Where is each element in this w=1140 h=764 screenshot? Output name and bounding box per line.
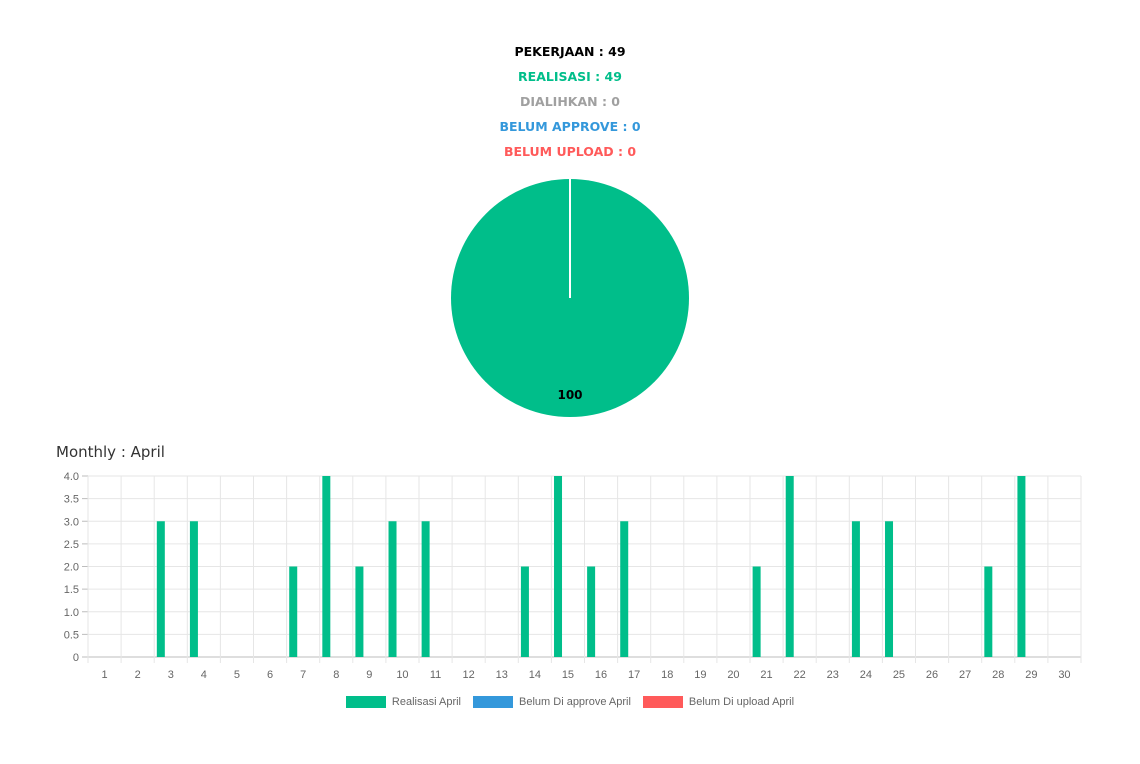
pie-chart: 100 xyxy=(451,179,689,417)
x-tick-label: 30 xyxy=(1058,669,1070,681)
x-tick-label: 16 xyxy=(595,669,607,681)
legend-swatch xyxy=(345,696,386,708)
x-tick-label: 13 xyxy=(496,669,508,681)
bar-realisasi-april-day-21[interactable] xyxy=(752,566,761,658)
x-tick-label: 2 xyxy=(135,669,141,681)
x-tick-label: 10 xyxy=(396,669,408,681)
y-tick-label: 1.0 xyxy=(64,607,79,619)
x-tick-label: 19 xyxy=(694,669,706,681)
bar-realisasi-april-day-9[interactable] xyxy=(355,566,364,658)
x-tick-label: 14 xyxy=(529,669,541,681)
x-tick-label: 9 xyxy=(366,669,372,681)
bar-realisasi-april-day-8[interactable] xyxy=(322,476,331,657)
legend-swatch xyxy=(473,696,514,708)
bar-realisasi-april-day-29[interactable] xyxy=(1017,476,1026,657)
x-tick-label: 18 xyxy=(661,669,673,681)
x-tick-label: 12 xyxy=(463,669,475,681)
monthly-bar-chart: 00.51.01.52.02.53.03.54.01 2 3 4 5 6 7 8 9 10 11 12… xyxy=(64,471,1082,681)
x-tick-label: 1 xyxy=(101,669,107,681)
y-tick-label: 2.0 xyxy=(64,562,79,574)
pekerjaan-count: PEKERJAAN : 49 xyxy=(514,44,626,59)
x-tick-label: 6 xyxy=(267,669,273,681)
x-tick-label: 24 xyxy=(860,669,872,681)
pie-slice-label: 100 xyxy=(557,388,582,402)
bar-realisasi-april-day-10[interactable] xyxy=(388,521,397,657)
bar-realisasi-april-day-28[interactable] xyxy=(984,566,993,658)
bar-realisasi-april-day-11[interactable] xyxy=(421,521,430,657)
y-tick-label: 4.0 xyxy=(64,471,79,483)
x-tick-label: 29 xyxy=(1025,669,1037,681)
bar-realisasi-april-day-3[interactable] xyxy=(156,521,165,657)
legend-label: Realisasi April xyxy=(391,696,462,708)
monthly-title: Monthly : April xyxy=(56,443,165,461)
y-tick-label: 3.5 xyxy=(64,494,79,506)
x-tick-label: 23 xyxy=(827,669,839,681)
x-tick-label: 27 xyxy=(959,669,971,681)
x-tick-label: 28 xyxy=(992,669,1004,681)
belum-approve-count: BELUM APPROVE : 0 xyxy=(499,119,641,134)
legend-item[interactable]: Realisasi April xyxy=(345,696,462,708)
y-tick-label: 0.5 xyxy=(64,629,79,641)
x-tick-label: 8 xyxy=(333,669,339,681)
x-tick-label: 5 xyxy=(234,669,240,681)
x-tick-label: 26 xyxy=(926,669,938,681)
bar-realisasi-april-day-4[interactable] xyxy=(189,521,198,657)
x-tick-label: 25 xyxy=(893,669,905,681)
bar-realisasi-april-day-16[interactable] xyxy=(587,566,596,658)
legend-label: Belum Di approve April xyxy=(519,696,631,708)
dialihkan-count: DIALIHKAN : 0 xyxy=(520,94,620,109)
legend-item[interactable]: Belum Di approve April xyxy=(473,696,631,708)
x-tick-label: 20 xyxy=(727,669,739,681)
y-tick-label: 3.0 xyxy=(64,516,79,528)
belum-upload-count: BELUM UPLOAD : 0 xyxy=(503,144,637,159)
chart-legend: Realisasi April Belum Di approve April Bel… xyxy=(0,696,1140,708)
x-tick-label: 7 xyxy=(300,669,306,681)
x-tick-label: 21 xyxy=(760,669,772,681)
bar-realisasi-april-day-22[interactable] xyxy=(785,476,794,657)
bar-realisasi-april-day-15[interactable] xyxy=(554,476,563,657)
legend-item[interactable]: Belum Di upload April xyxy=(642,696,795,708)
y-tick-label: 0 xyxy=(73,652,79,664)
bar-realisasi-april-day-24[interactable] xyxy=(851,521,860,657)
bar-realisasi-april-day-7[interactable] xyxy=(289,566,298,658)
x-tick-label: 15 xyxy=(562,669,574,681)
x-tick-label: 22 xyxy=(794,669,806,681)
bar-realisasi-april-day-25[interactable] xyxy=(885,521,894,657)
legend-swatch xyxy=(642,696,683,708)
y-tick-label: 1.5 xyxy=(64,584,79,596)
x-tick-label: 4 xyxy=(201,669,207,681)
legend-label: Belum Di upload April xyxy=(688,696,795,708)
bar-realisasi-april-day-17[interactable] xyxy=(620,521,629,657)
x-tick-label: 17 xyxy=(628,669,640,681)
bar-realisasi-april-day-14[interactable] xyxy=(520,566,529,658)
x-tick-label: 11 xyxy=(430,669,441,681)
realisasi-count: REALISASI : 49 xyxy=(518,69,622,84)
x-tick-label: 3 xyxy=(168,669,174,681)
y-tick-label: 2.5 xyxy=(64,539,79,551)
